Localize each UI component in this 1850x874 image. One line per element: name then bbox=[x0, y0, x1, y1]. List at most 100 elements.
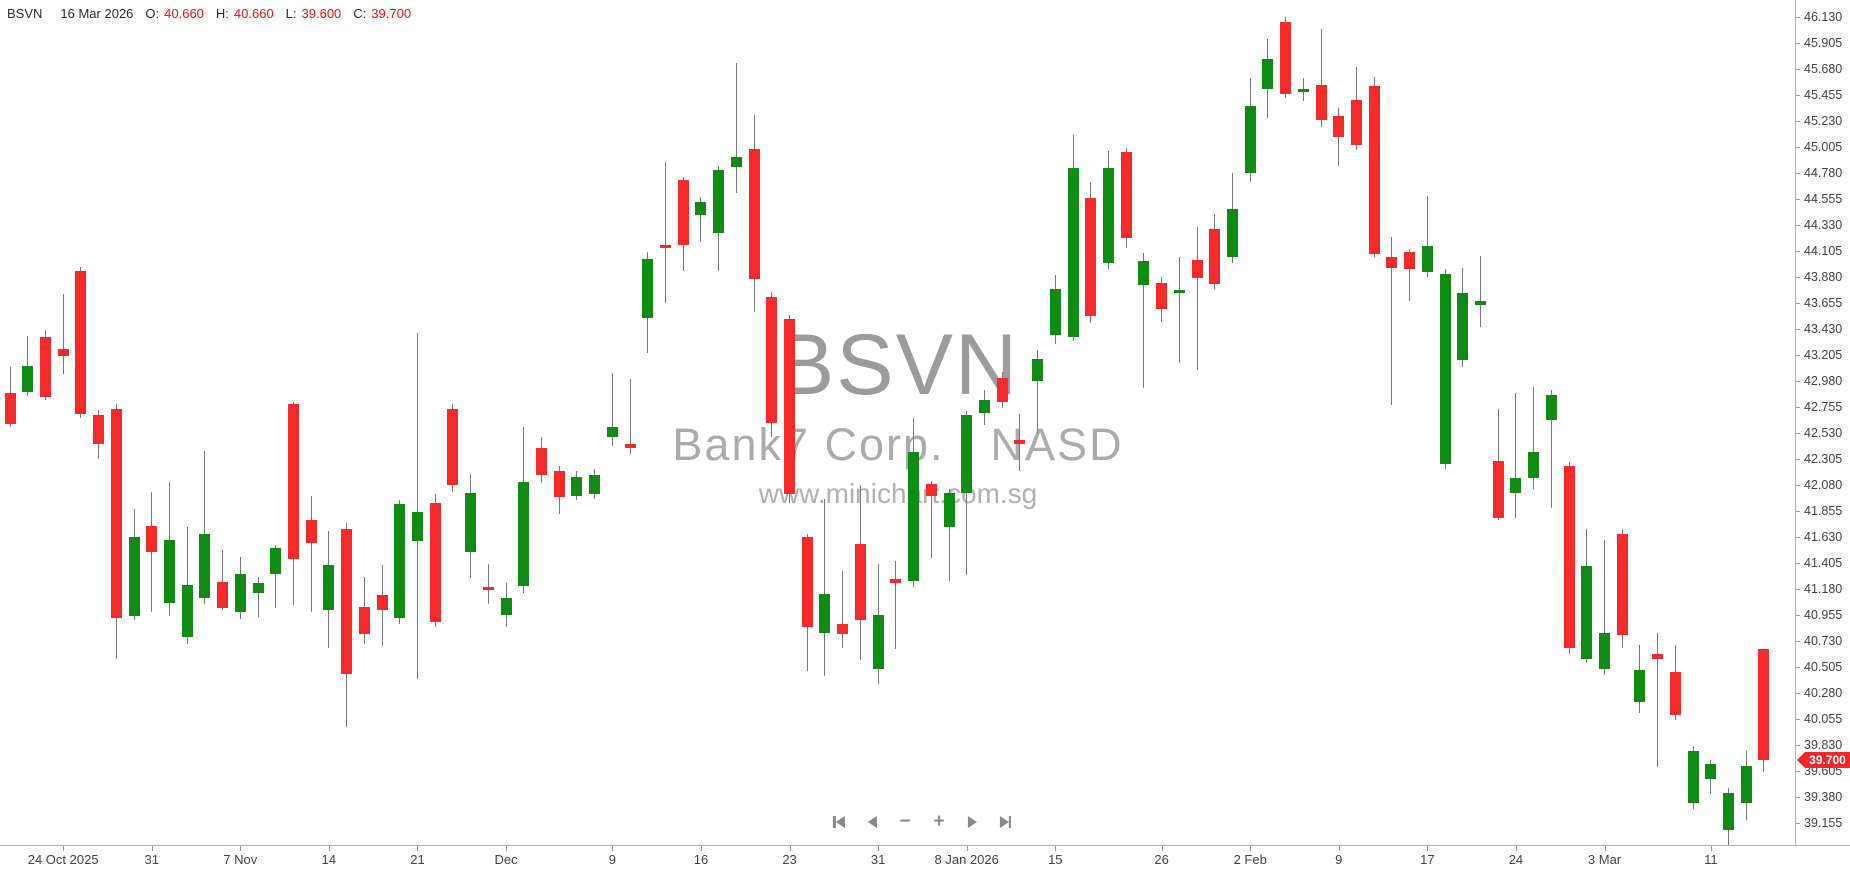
candle-body[interactable] bbox=[217, 582, 229, 608]
candle-body[interactable] bbox=[199, 533, 211, 599]
candle-body[interactable] bbox=[784, 318, 796, 495]
candle-body[interactable] bbox=[252, 583, 264, 593]
candle-body[interactable] bbox=[163, 539, 175, 604]
candle-body[interactable] bbox=[606, 427, 618, 437]
candle-body[interactable] bbox=[1085, 198, 1097, 317]
candle-body[interactable] bbox=[518, 481, 530, 586]
candle-body[interactable] bbox=[908, 451, 920, 582]
candle-body[interactable] bbox=[128, 537, 140, 616]
candle-body[interactable] bbox=[39, 337, 51, 398]
candle-body[interactable] bbox=[93, 414, 105, 444]
candle-body[interactable] bbox=[358, 606, 370, 635]
candle-body[interactable] bbox=[287, 404, 299, 560]
candle-body[interactable] bbox=[978, 399, 990, 414]
candle-body[interactable] bbox=[854, 544, 866, 621]
candle-body[interactable] bbox=[1528, 451, 1540, 479]
candle-body[interactable] bbox=[1510, 478, 1522, 494]
candle-body[interactable] bbox=[1350, 100, 1362, 146]
candle-body[interactable] bbox=[642, 258, 654, 318]
candle-body[interactable] bbox=[323, 564, 335, 611]
candle-body[interactable] bbox=[500, 598, 512, 615]
step-back-button[interactable] bbox=[867, 814, 877, 830]
candle-body[interactable] bbox=[1244, 106, 1256, 174]
candle-body[interactable] bbox=[801, 537, 813, 628]
candle-body[interactable] bbox=[1191, 259, 1203, 279]
candle-body[interactable] bbox=[1067, 168, 1079, 338]
candle-body[interactable] bbox=[1669, 672, 1681, 716]
candle-body[interactable] bbox=[1173, 289, 1185, 294]
candle-body[interactable] bbox=[75, 271, 87, 414]
candle-body[interactable] bbox=[1280, 21, 1292, 95]
candle-body[interactable] bbox=[996, 377, 1008, 402]
candle-body[interactable] bbox=[695, 201, 707, 215]
candle-body[interactable] bbox=[1404, 251, 1416, 269]
candle-body[interactable] bbox=[465, 493, 477, 553]
candle-body[interactable] bbox=[1333, 116, 1345, 138]
candle-body[interactable] bbox=[890, 578, 902, 584]
candle-body[interactable] bbox=[1581, 566, 1593, 659]
candle-body[interactable] bbox=[571, 477, 583, 496]
candle-body[interactable] bbox=[1723, 792, 1735, 830]
candle-body[interactable] bbox=[1599, 633, 1611, 669]
skip-to-start-button[interactable] bbox=[832, 814, 845, 830]
candle-body[interactable] bbox=[677, 179, 689, 245]
candle-body[interactable] bbox=[819, 593, 831, 634]
candle-body[interactable] bbox=[22, 366, 34, 392]
candle-body[interactable] bbox=[1120, 152, 1132, 238]
candle-body[interactable] bbox=[872, 614, 884, 669]
candle-body[interactable] bbox=[234, 574, 246, 613]
zoom-out-button[interactable]: − bbox=[899, 812, 910, 831]
candle-body[interactable] bbox=[1049, 288, 1061, 335]
candle-body[interactable] bbox=[536, 448, 547, 475]
candle-body[interactable] bbox=[482, 586, 494, 591]
candle-body[interactable] bbox=[1102, 168, 1114, 264]
candle-body[interactable] bbox=[1226, 208, 1238, 258]
candle-body[interactable] bbox=[4, 392, 16, 424]
candle-body[interactable] bbox=[1386, 257, 1398, 268]
zoom-in-button[interactable]: + bbox=[934, 812, 945, 831]
candle-body[interactable] bbox=[447, 408, 459, 486]
candle-body[interactable] bbox=[943, 493, 955, 527]
candle-body[interactable] bbox=[961, 414, 973, 494]
candle-body[interactable] bbox=[341, 529, 353, 674]
candle-body[interactable] bbox=[1740, 766, 1752, 804]
candle-body[interactable] bbox=[730, 156, 742, 168]
candle-body[interactable] bbox=[1262, 58, 1274, 89]
candle-body[interactable] bbox=[837, 623, 849, 635]
candle-body[interactable] bbox=[305, 519, 317, 543]
candle-body[interactable] bbox=[1758, 649, 1770, 761]
candle-body[interactable] bbox=[270, 547, 282, 575]
candle-body[interactable] bbox=[1368, 86, 1380, 254]
candle-body[interactable] bbox=[1138, 260, 1150, 286]
candle-body[interactable] bbox=[1687, 751, 1699, 804]
candle-body[interactable] bbox=[1545, 395, 1557, 421]
candle-body[interactable] bbox=[1705, 763, 1717, 779]
candle-body[interactable] bbox=[1421, 245, 1433, 273]
candle-body[interactable] bbox=[1475, 301, 1486, 305]
candle-body[interactable] bbox=[146, 525, 158, 553]
candle-body[interactable] bbox=[1014, 440, 1026, 444]
candle-body[interactable] bbox=[713, 169, 725, 234]
candle-body[interactable] bbox=[1439, 273, 1451, 465]
candle-body[interactable] bbox=[1616, 533, 1628, 636]
candle-body[interactable] bbox=[411, 511, 423, 541]
candle-body[interactable] bbox=[1563, 465, 1575, 649]
candle-body[interactable] bbox=[1634, 670, 1646, 703]
candle-body[interactable] bbox=[1209, 228, 1221, 285]
candle-body[interactable] bbox=[429, 502, 441, 622]
step-forward-button[interactable] bbox=[967, 814, 977, 830]
candle-body[interactable] bbox=[1652, 653, 1664, 659]
candle-body[interactable] bbox=[1156, 282, 1168, 310]
candle-body[interactable] bbox=[589, 474, 601, 495]
candle-body[interactable] bbox=[553, 471, 565, 497]
candle-body[interactable] bbox=[766, 296, 778, 423]
skip-to-end-button[interactable] bbox=[999, 814, 1012, 830]
candle-body[interactable] bbox=[1492, 460, 1504, 518]
candle-body[interactable] bbox=[660, 244, 672, 249]
candle-body[interactable] bbox=[624, 443, 636, 449]
candle-body[interactable] bbox=[1315, 85, 1327, 120]
candle-body[interactable] bbox=[1032, 359, 1044, 382]
candle-body[interactable] bbox=[1457, 293, 1469, 361]
candle-body[interactable] bbox=[394, 503, 406, 619]
candle-body[interactable] bbox=[748, 148, 760, 280]
